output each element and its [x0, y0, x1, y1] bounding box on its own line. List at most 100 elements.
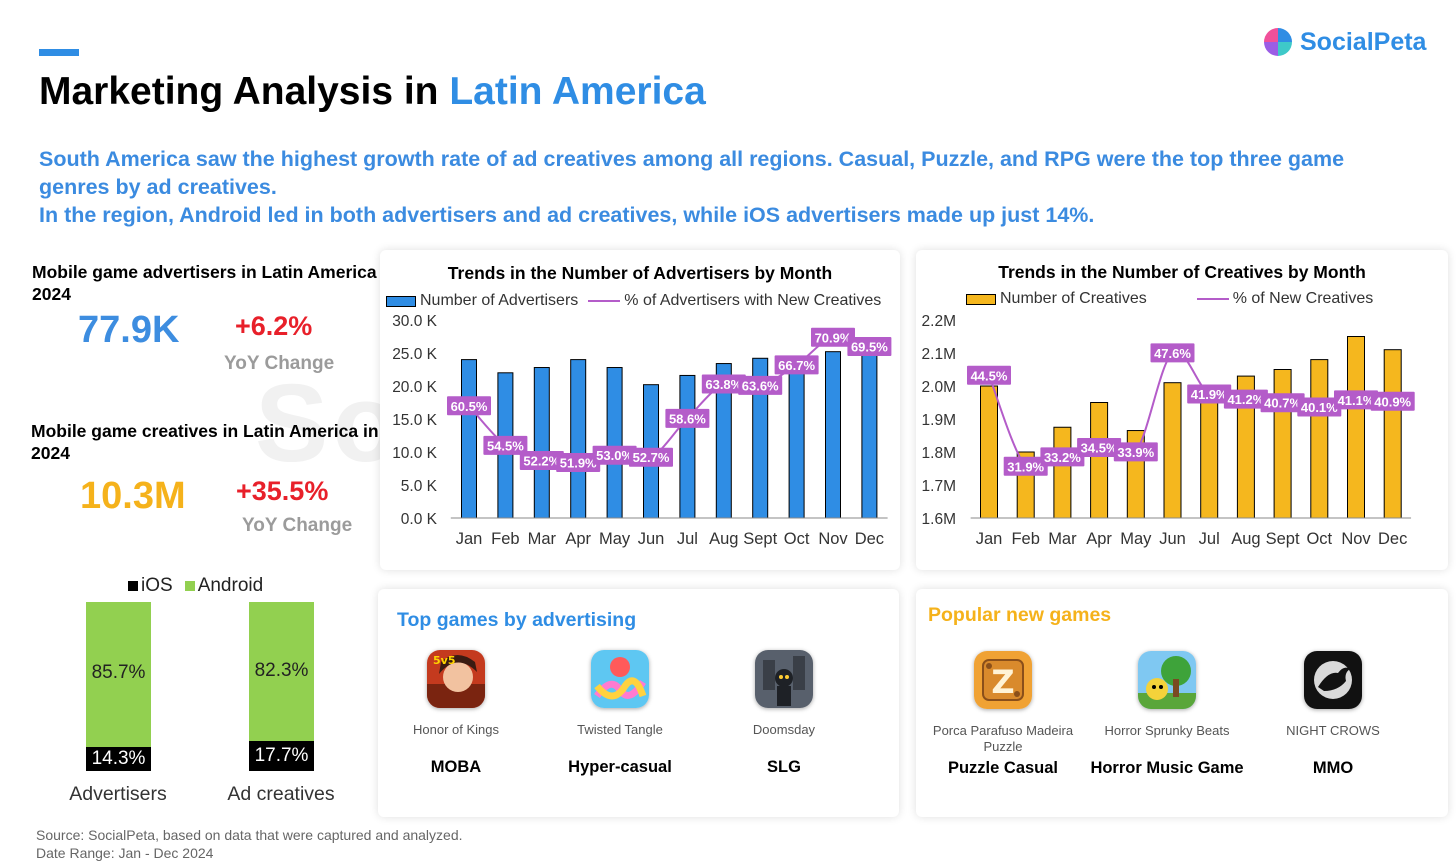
x-tick-label: Jun	[638, 530, 665, 548]
data-label: 33.2%	[1044, 450, 1081, 465]
honor-of-kings-icon: 5v5	[427, 650, 485, 708]
game-name: Horror Sprunky Beats	[1104, 723, 1230, 738]
android-value-label: 85.7%	[91, 662, 146, 684]
bar	[1347, 336, 1365, 519]
logo-text: SocialPeta	[1300, 27, 1427, 56]
data-label: 66.7%	[778, 358, 815, 373]
porca-parafuso-icon: Z	[974, 651, 1032, 709]
y-tick-label: 1.6M	[922, 511, 956, 528]
y-tick-label: 2.0M	[922, 379, 956, 396]
android-segment	[86, 602, 151, 747]
x-tick-label: Jan	[976, 530, 1003, 548]
y-tick-label: 30.0 K	[392, 313, 437, 330]
data-label: 40.7%	[1264, 396, 1301, 411]
stacked-bar: 82.3% 17.7%	[249, 602, 314, 771]
android-value-label: 82.3%	[254, 659, 309, 681]
creatives-chart-card: Trends in the Number of Creatives by Mon…	[916, 250, 1448, 570]
bar	[1310, 359, 1329, 519]
game-name: Porca Parafuso Madeira Puzzle	[932, 723, 1074, 754]
legend-line-swatch	[1196, 298, 1229, 300]
data-label: 40.9%	[1374, 394, 1411, 409]
socialpeta-logo-icon	[1264, 28, 1292, 56]
game-night-crows[interactable]: NIGHT CROWS MMO	[1248, 651, 1418, 778]
data-label-box	[1297, 397, 1342, 417]
source-footnote: Source: SocialPeta, based on data that w…	[36, 826, 463, 862]
android-segment	[249, 602, 314, 742]
advertisers-chart-legend: Number of Advertisers % of Advertisers w…	[386, 292, 881, 310]
ios-swatch	[128, 581, 138, 591]
bar	[1200, 387, 1219, 519]
game-horror-sprunky-beats[interactable]: Horror Sprunky Beats Horror Music Game	[1082, 651, 1252, 778]
data-label-box	[967, 365, 1011, 385]
bar	[1053, 426, 1072, 519]
svg-text:Z: Z	[991, 663, 1014, 701]
y-tick-label: 15.0 K	[392, 412, 437, 429]
title-highlight: Latin America	[449, 70, 706, 113]
data-label-box	[592, 445, 637, 465]
game-genre: MMO	[1312, 759, 1354, 777]
bar	[1273, 369, 1292, 519]
bar	[461, 359, 477, 519]
game-honor-of-kings[interactable]: 5v5 Honor of Kings MOBA	[371, 650, 541, 777]
new-games-title: Popular new games	[928, 604, 1112, 626]
data-label: 41.2%	[1227, 392, 1264, 407]
data-label-box	[665, 408, 710, 428]
x-tick-label: Nov	[818, 530, 848, 548]
game-porca-parafuso[interactable]: Z Porca Parafuso Madeira Puzzle Puzzle C…	[918, 651, 1088, 778]
android-legend-label: Android	[197, 575, 264, 596]
android-swatch	[184, 581, 195, 591]
ios-legend-label: iOS	[141, 575, 173, 596]
x-tick-label: Dec	[1378, 530, 1407, 548]
bar	[1383, 349, 1402, 519]
data-label: 41.9%	[1191, 387, 1228, 402]
ios-value-label: 17.7%	[254, 745, 309, 767]
data-label-box	[1187, 384, 1232, 404]
ios-value-label: 14.3%	[91, 747, 146, 769]
data-label: 40.1%	[1301, 400, 1338, 415]
y-tick-label: 1.7M	[922, 478, 956, 495]
platform-legend: iOS Android	[128, 575, 263, 597]
game-doomsday[interactable]: Doomsday SLG	[699, 650, 869, 777]
x-tick-label: Jan	[456, 530, 483, 548]
data-label-box	[447, 396, 491, 416]
data-label: 47.6%	[1154, 346, 1191, 361]
doomsday-icon	[755, 650, 813, 708]
data-label: 52.2%	[523, 454, 560, 469]
data-label: 70.9%	[815, 330, 852, 345]
bar	[679, 374, 696, 519]
game-genre: MOBA	[430, 758, 482, 776]
x-tick-label: Oct	[784, 530, 810, 548]
data-label-box	[847, 336, 892, 356]
data-label: 69.5%	[851, 339, 888, 354]
legend-bar-label: Number of Advertisers	[420, 292, 579, 309]
new-games-card: Popular new games Z Porca Parafuso Madei…	[916, 589, 1448, 817]
game-genre: Puzzle Casual	[947, 759, 1059, 777]
y-tick-label: 5.0 K	[401, 478, 438, 495]
legend-bar-swatch	[966, 293, 996, 305]
data-label: 60.5%	[451, 399, 488, 414]
socialpeta-logo: SocialPeta	[1262, 26, 1426, 58]
y-tick-label: 0.0 K	[401, 511, 438, 528]
subtitle-line-1: South America saw the highest growth rat…	[39, 147, 1345, 199]
y-tick-label: 2.1M	[922, 346, 956, 363]
data-label: 31.9%	[1007, 459, 1044, 474]
creatives-stat-label: Mobile game creatives in Latin America i…	[31, 421, 379, 463]
y-tick-label: 25.0 K	[392, 346, 437, 363]
subtitle-line-2: In the region, Android led in both adver…	[39, 203, 1095, 227]
y-tick-label: 1.9M	[922, 412, 956, 429]
data-label: 33.9%	[1117, 445, 1154, 460]
advertisers-yoy-change: +6.2%	[235, 311, 313, 341]
bar	[980, 385, 998, 519]
game-genre: Horror Music Game	[1090, 759, 1244, 777]
x-tick-label: Mar	[1048, 530, 1077, 548]
advertisers-chart-card: Trends in the Number of Advertisers by M…	[380, 250, 900, 570]
legend-bar-swatch	[386, 295, 416, 307]
data-label-box	[1040, 447, 1085, 467]
data-label-box	[738, 375, 783, 395]
data-label-box	[483, 435, 528, 455]
game-name: Doomsday	[752, 722, 816, 737]
bar	[533, 367, 550, 519]
data-label-box	[1003, 456, 1048, 476]
platform-category-advertisers: Advertisers	[69, 783, 167, 805]
game-twisted-tangle[interactable]: Twisted Tangle Hyper-casual	[535, 650, 705, 777]
